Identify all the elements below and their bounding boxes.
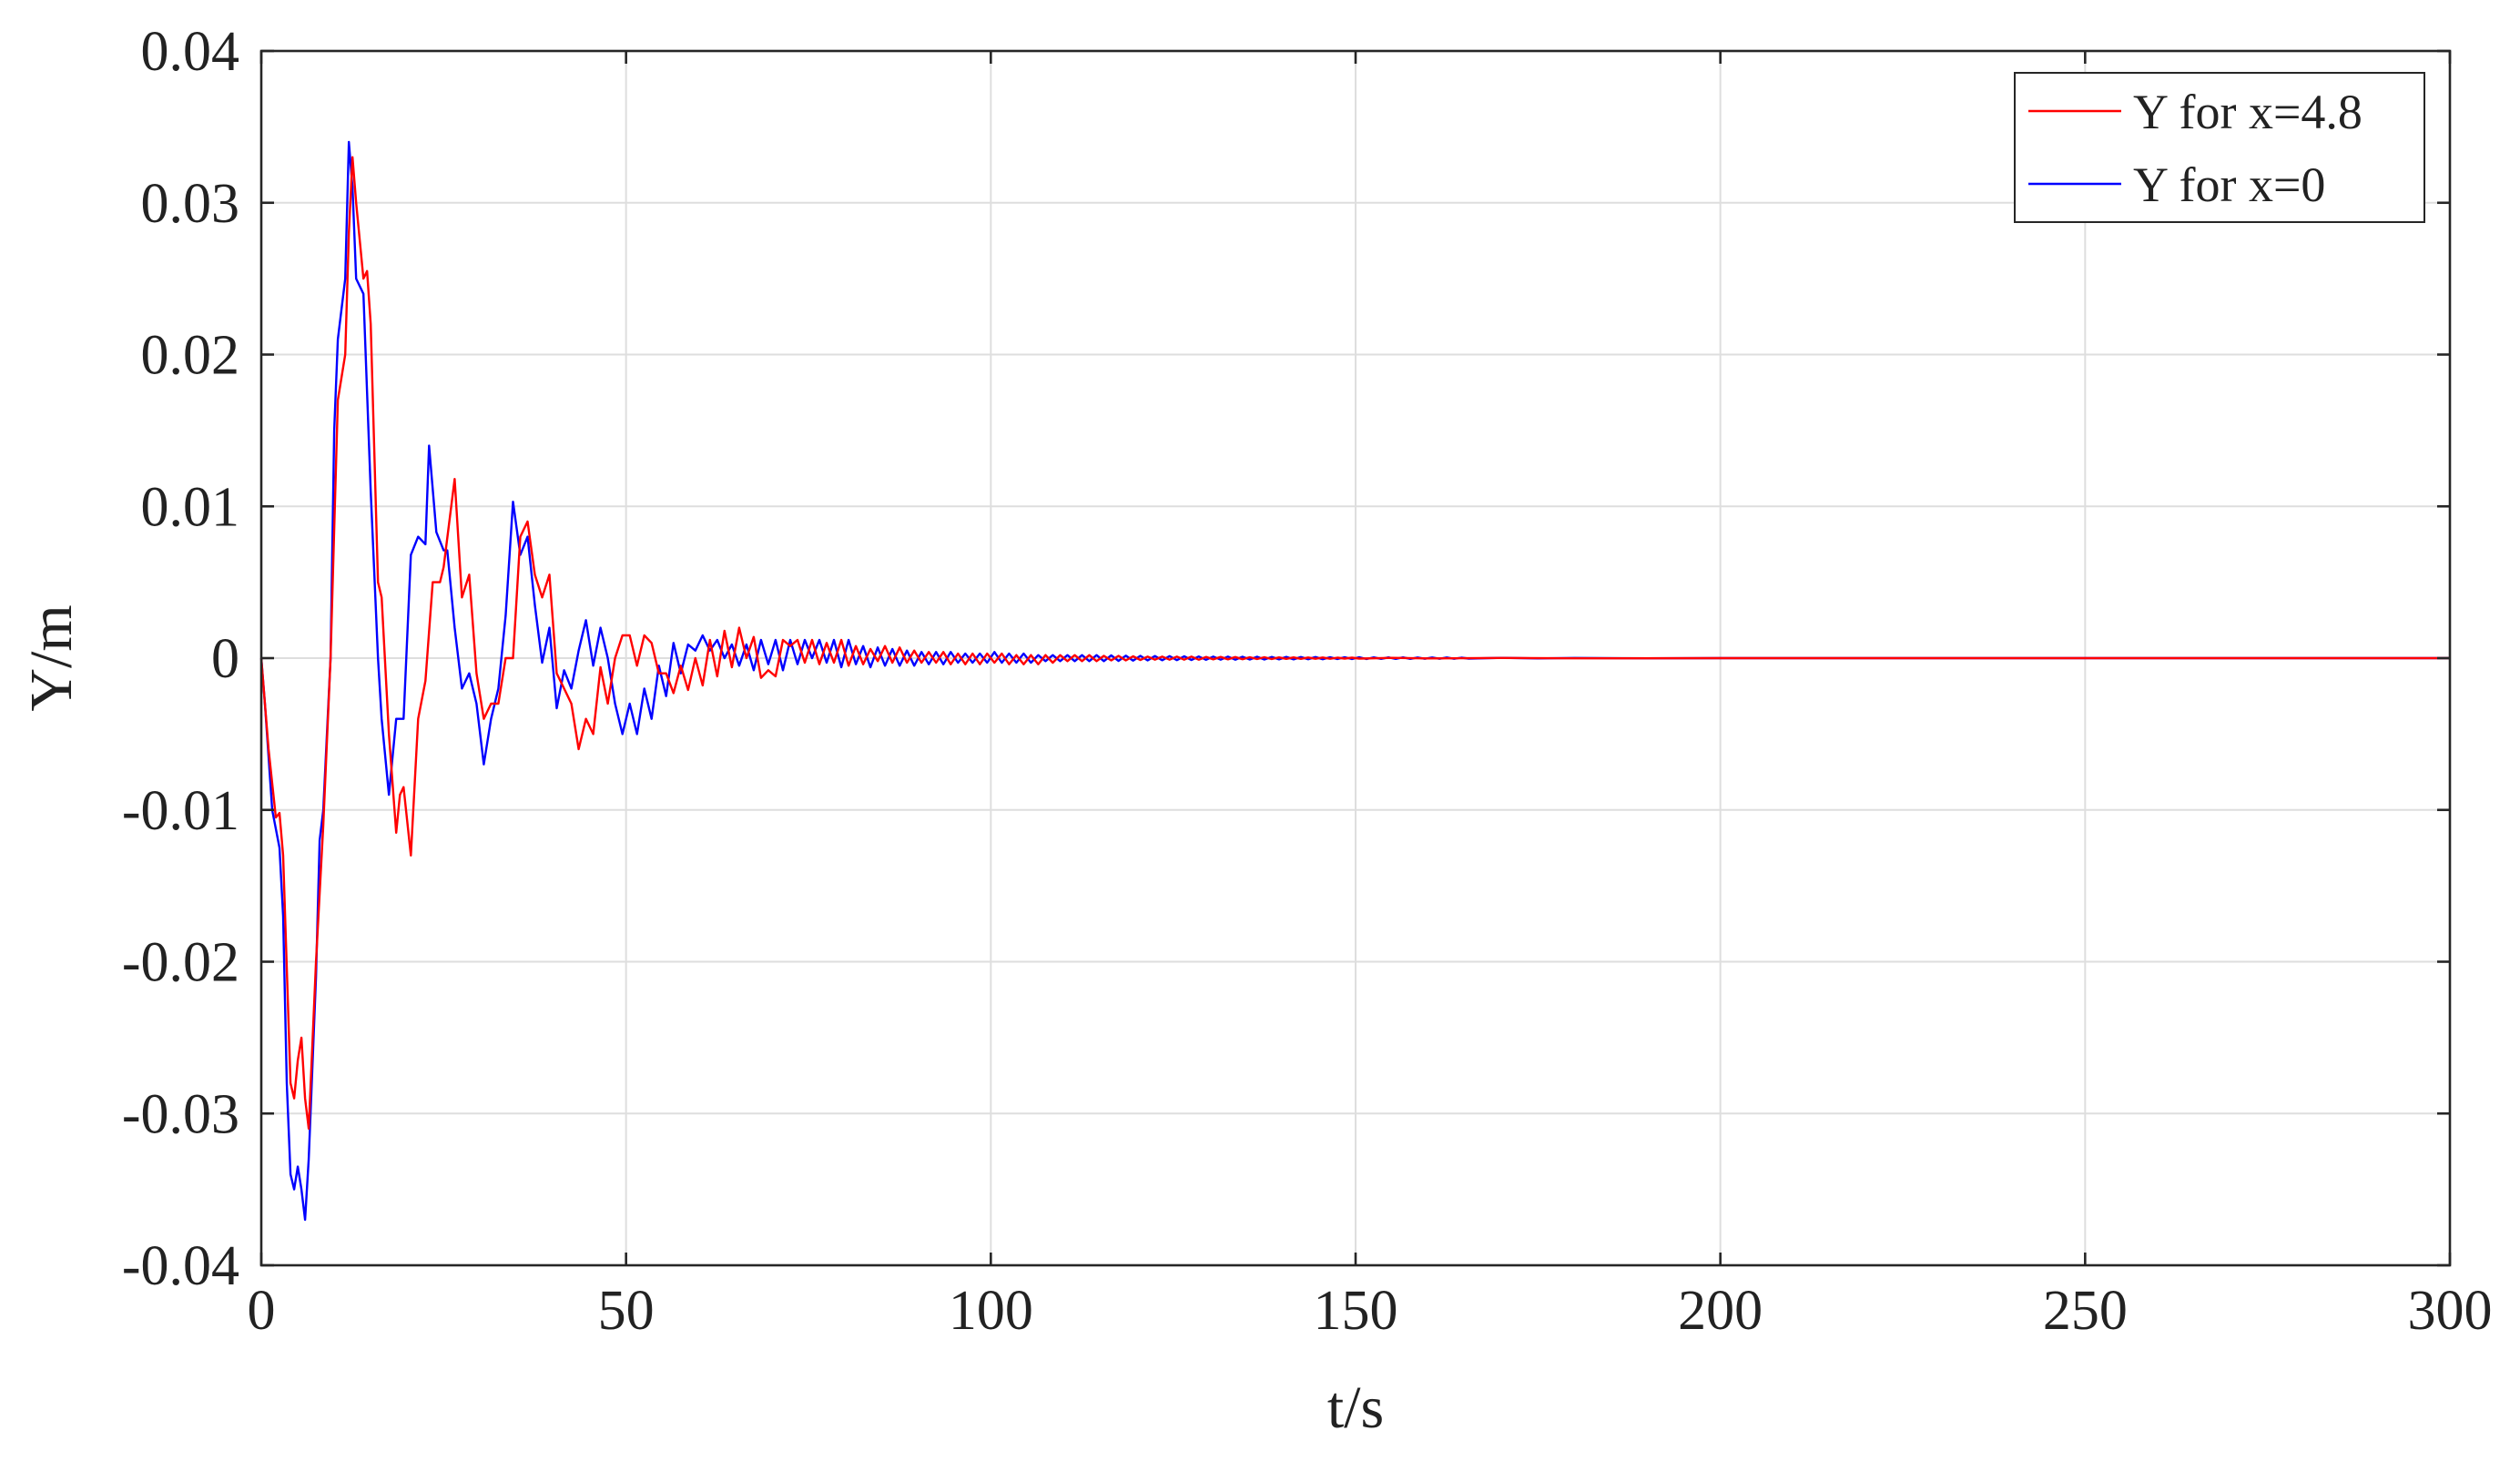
x-tick-labels: 0 50 100 150 200 250 300 [248,1280,2493,1342]
y-tick-label: -0.03 [122,1083,239,1145]
x-tick-label: 300 [2408,1280,2493,1342]
x-tick-label: 100 [949,1280,1033,1342]
y-tick-label: 0.03 [141,173,240,235]
x-tick-label: 200 [1678,1280,1763,1342]
y-tick-label: -0.01 [122,780,239,842]
y-tick-label: 0.02 [141,325,240,387]
series-line-1 [259,156,2450,1131]
y-tick-labels: -0.04 -0.03 -0.02 -0.01 0 0.01 0.02 0.03 0.04 [122,21,239,1297]
series-layer [259,140,2450,1222]
x-tick-label: 150 [1314,1280,1398,1342]
legend: Y for x=4.8 Y for x=0 [2014,72,2425,223]
x-tick-label: 250 [2043,1280,2128,1342]
tick-marks [259,49,2452,1267]
legend-box [2014,72,2425,223]
x-tick-label: 50 [598,1280,655,1342]
x-tick-label: 0 [248,1280,276,1342]
y-tick-label: -0.02 [122,932,239,994]
y-tick-label: 0 [211,628,239,690]
x-axis-label: t/s [1327,1375,1384,1441]
legend-label-series-2: Y for x=0 [2133,157,2325,212]
y-axis-label: Y/m [18,604,85,711]
y-tick-label: 0.04 [141,21,240,83]
legend-label-series-1: Y for x=4.8 [2133,85,2362,139]
y-tick-label: 0.01 [141,476,240,538]
y-tick-label: -0.04 [122,1235,239,1297]
